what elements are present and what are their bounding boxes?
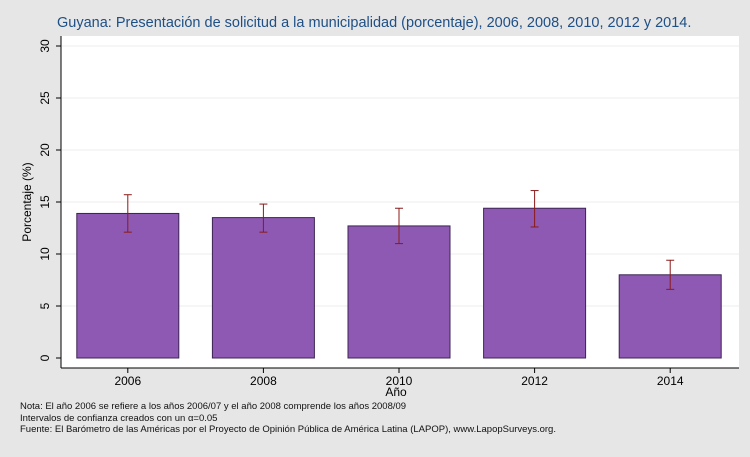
y-tick-label: 5 [38,302,52,309]
bar-2010 [347,225,451,359]
y-tick-label: 10 [38,247,52,261]
note-line: Intervalos de confianza creados con un α… [20,412,218,424]
y-tick-label: 25 [38,91,52,105]
x-tick-label: 2012 [521,374,548,388]
bar-2008 [211,217,315,359]
bars [76,207,722,359]
y-tick-label: 0 [38,354,52,361]
y-tick-label: 15 [38,195,52,209]
bar-2006 [76,212,180,359]
x-axis-ticks: 2006 2008 2010 2012 2014 [114,368,684,388]
y-tick-label: 30 [38,39,52,53]
chart-notes: Nota: El año 2006 se refiere a los años … [20,401,556,436]
chart-title: Guyana: Presentación de solicitud a la m… [57,15,692,31]
x-axis-label: Año [385,385,407,399]
x-tick-label: 2010 [386,374,413,388]
note-line: Nota: El año 2006 se refiere a los años … [20,401,407,412]
bar-2012 [483,207,587,359]
x-tick-label: 2008 [250,374,277,388]
y-axis-label: Porcentaje (%) [20,162,34,241]
y-axis-ticks: 0 5 10 15 20 25 30 [38,39,61,361]
source-line: Fuente: El Barómetro de las Américas por… [20,424,556,435]
y-tick-label: 20 [38,143,52,157]
x-tick-label: 2014 [657,374,684,388]
error-bars [123,190,675,290]
x-tick-label: 2006 [114,374,141,388]
